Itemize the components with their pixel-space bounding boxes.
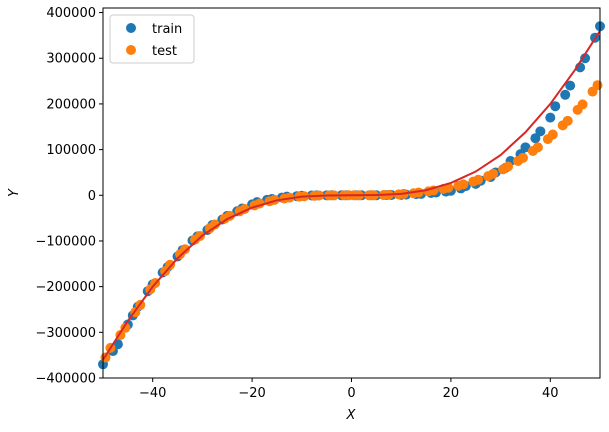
legend-test-label: test — [152, 44, 177, 59]
x-axis: −40 −20 0 20 40 — [139, 378, 559, 401]
data-point — [560, 89, 571, 100]
x-tick-label: −40 — [139, 386, 166, 401]
y-tick-label: 200000 — [46, 97, 96, 112]
x-tick-label: 0 — [347, 386, 355, 401]
data-point — [473, 174, 484, 185]
fit-line — [102, 30, 601, 361]
data-point — [194, 230, 205, 241]
data-point — [580, 53, 591, 64]
y-tick-label: 0 — [88, 189, 96, 204]
data-point — [532, 142, 543, 153]
data-point — [535, 126, 546, 137]
x-tick-label: −20 — [238, 386, 265, 401]
legend: train test — [109, 14, 195, 64]
data-point — [565, 80, 576, 91]
data-point — [547, 129, 558, 140]
data-point — [545, 112, 556, 123]
data-point — [165, 259, 176, 270]
data-point — [503, 161, 514, 172]
y-tick-label: 400000 — [46, 6, 96, 21]
data-point — [562, 115, 573, 126]
y-tick-label: −200000 — [35, 280, 96, 295]
y-tick-label: 300000 — [46, 52, 96, 67]
data-point — [209, 219, 220, 230]
y-tick-label: −100000 — [35, 234, 96, 249]
data-point — [458, 179, 469, 190]
data-point — [530, 133, 541, 144]
data-point — [577, 99, 588, 110]
x-tick-label: 20 — [443, 386, 460, 401]
data-point — [180, 244, 190, 255]
data-point — [592, 80, 603, 91]
x-tick-label: 40 — [542, 386, 559, 401]
y-axis: −400000 −300000 −200000 −100000 0 100000 20000… — [35, 6, 103, 387]
y-tick-label: −400000 — [35, 372, 96, 387]
legend-train-label: train — [152, 22, 182, 37]
y-axis-label: Y — [7, 188, 22, 197]
data-point — [488, 168, 499, 179]
x-axis-label: X — [346, 408, 357, 423]
legend-train-marker — [126, 23, 136, 33]
data-point — [517, 152, 528, 163]
y-tick-label: 100000 — [46, 143, 96, 158]
plot-area — [98, 7, 605, 379]
y-tick-label: −300000 — [35, 326, 96, 341]
legend-test-marker — [126, 45, 136, 55]
data-point — [550, 101, 561, 112]
data-point — [520, 142, 531, 153]
